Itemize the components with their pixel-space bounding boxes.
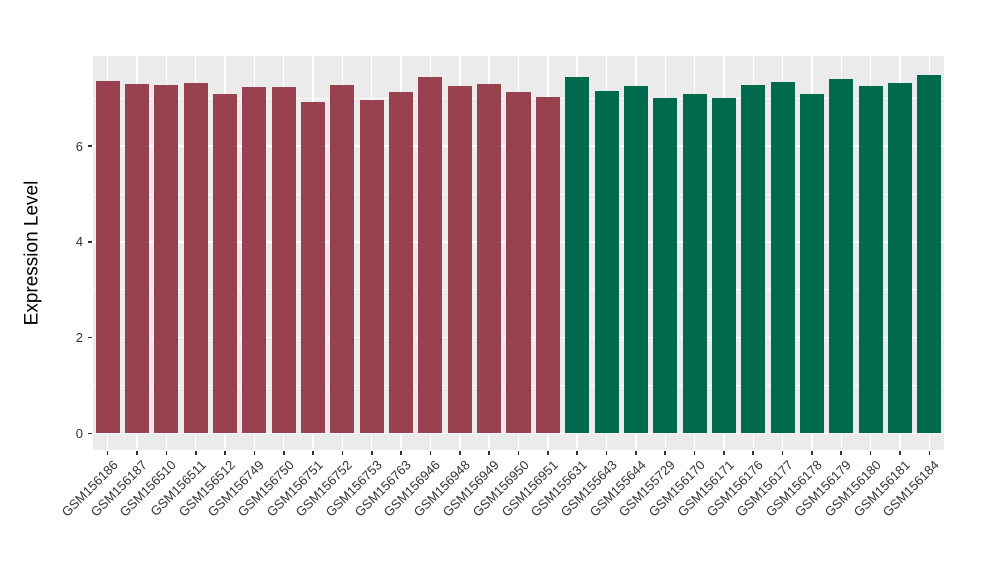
bar-GSM156181 xyxy=(887,82,912,434)
bar-GSM156949 xyxy=(477,84,502,434)
y-tick-mark-2 xyxy=(88,336,92,339)
x-tick-mark-GSM156763 xyxy=(400,451,402,455)
x-tick-mark-GSM155644 xyxy=(635,451,637,455)
bar-GSM156179 xyxy=(829,79,854,434)
bar-GSM155643 xyxy=(594,91,619,434)
x-tick-mark-GSM156170 xyxy=(693,451,696,455)
bar-GSM156178 xyxy=(799,94,824,434)
x-tick-mark-GSM156512 xyxy=(224,451,226,455)
bar-GSM156750 xyxy=(271,87,296,434)
bar-GSM156951 xyxy=(535,96,560,434)
bar-GSM156177 xyxy=(770,82,795,434)
bar-GSM156171 xyxy=(711,97,736,434)
bar-GSM156749 xyxy=(242,87,267,434)
y-tick-mark-6 xyxy=(88,145,92,147)
bar-GSM156187 xyxy=(124,83,150,434)
bar-GSM156180 xyxy=(858,86,883,434)
bar-GSM156184 xyxy=(917,75,942,434)
bar-GSM156176 xyxy=(741,84,766,434)
x-tick-mark-GSM156511 xyxy=(194,451,197,455)
y-tick-label-4: 4 xyxy=(75,234,83,250)
bar-GSM156752 xyxy=(330,84,355,434)
x-tick-mark-GSM156181 xyxy=(899,451,901,455)
x-tick-mark-GSM156946 xyxy=(429,451,432,455)
x-tick-mark-GSM156510 xyxy=(165,451,168,455)
x-tick-mark-GSM156753 xyxy=(370,451,373,455)
x-tick-mark-GSM156750 xyxy=(282,451,285,455)
bar-GSM156186 xyxy=(95,80,120,434)
bar-GSM155631 xyxy=(565,77,590,434)
bar-GSM156751 xyxy=(301,102,326,434)
x-tick-mark-GSM156171 xyxy=(723,451,725,455)
y-tick-mark-4 xyxy=(88,241,92,243)
x-tick-mark-GSM156176 xyxy=(752,451,755,455)
y-tick-label-2: 2 xyxy=(75,330,83,346)
bar-GSM155644 xyxy=(623,86,648,434)
bar-GSM156510 xyxy=(154,85,179,434)
x-tick-mark-GSM156187 xyxy=(136,451,138,455)
bar-GSM156170 xyxy=(682,93,707,434)
x-tick-mark-GSM155729 xyxy=(664,451,667,455)
y-tick-label-0: 0 xyxy=(75,426,83,441)
x-tick-mark-GSM156949 xyxy=(488,451,490,455)
bar-GSM156946 xyxy=(418,76,443,434)
bar-GSM156512 xyxy=(213,94,238,434)
bar-GSM156511 xyxy=(183,83,208,434)
x-tick-mark-GSM156186 xyxy=(106,451,109,455)
y-tick-mark-0 xyxy=(88,432,92,435)
x-tick-mark-GSM156751 xyxy=(312,451,314,455)
bar-GSM156763 xyxy=(389,92,414,434)
y-axis-title-text: Expression Level xyxy=(21,180,43,326)
x-tick-mark-GSM156752 xyxy=(341,451,344,455)
x-tick-mark-GSM156178 xyxy=(811,451,813,455)
x-tick-mark-GSM156749 xyxy=(253,451,256,455)
x-tick-mark-GSM156951 xyxy=(547,451,549,455)
bar-GSM156753 xyxy=(359,99,384,434)
x-tick-mark-GSM156184 xyxy=(928,451,931,455)
bar-GSM155729 xyxy=(653,97,678,434)
x-tick-mark-GSM155631 xyxy=(576,451,578,455)
plot-panel xyxy=(93,56,944,450)
x-tick-mark-GSM155643 xyxy=(605,451,608,455)
bar-GSM156950 xyxy=(506,91,531,434)
x-tick-mark-GSM156179 xyxy=(840,451,843,455)
x-tick-mark-GSM156177 xyxy=(781,451,784,455)
y-tick-label-6: 6 xyxy=(75,138,83,154)
x-tick-mark-GSM156948 xyxy=(459,451,461,455)
bar-GSM156948 xyxy=(447,85,472,434)
x-tick-mark-GSM156950 xyxy=(517,451,520,455)
x-tick-mark-GSM156180 xyxy=(869,451,872,455)
